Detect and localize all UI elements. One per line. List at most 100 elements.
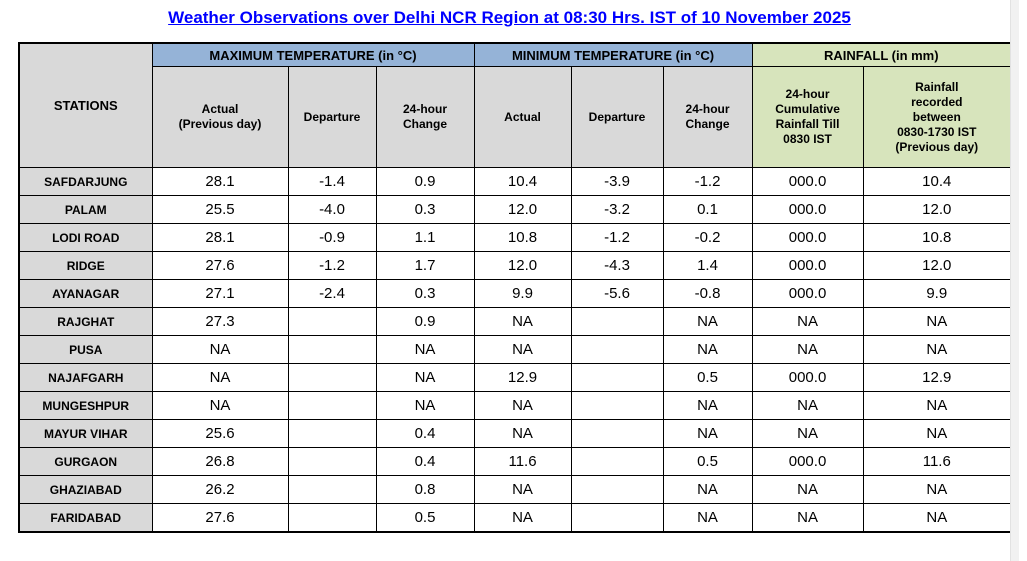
cell-max-departure bbox=[287, 475, 377, 504]
cell-rain-cumulative: NA bbox=[751, 503, 864, 533]
cell-min-change: NA bbox=[662, 503, 753, 533]
cell-max-actual: 25.5 bbox=[151, 195, 289, 224]
max-departure-header: Departure bbox=[287, 66, 377, 168]
cell-min-actual: 9.9 bbox=[473, 279, 572, 308]
station-row: GURGAON 26.8 0.4 11.6 0.5 000.0 11.6 bbox=[18, 447, 1012, 476]
cell-min-change: NA bbox=[662, 419, 753, 448]
cell-rain-recorded: NA bbox=[862, 475, 1012, 504]
cell-max-actual: 28.1 bbox=[151, 223, 289, 252]
page-title: Weather Observations over Delhi NCR Regi… bbox=[168, 8, 851, 27]
cell-max-change: 0.8 bbox=[375, 475, 475, 504]
cell-max-departure bbox=[287, 391, 377, 420]
cell-max-change: 0.3 bbox=[375, 279, 475, 308]
cell-rain-cumulative: 000.0 bbox=[751, 251, 864, 280]
cell-max-change: NA bbox=[375, 363, 475, 392]
cell-min-departure: -3.2 bbox=[570, 195, 664, 224]
station-name: PUSA bbox=[18, 335, 153, 364]
cell-min-departure bbox=[570, 419, 664, 448]
cell-rain-cumulative: NA bbox=[751, 391, 864, 420]
cell-min-actual: NA bbox=[473, 503, 572, 533]
station-name: LODI ROAD bbox=[18, 223, 153, 252]
cell-min-departure bbox=[570, 503, 664, 533]
station-name: SAFDARJUNG bbox=[18, 167, 153, 196]
cell-max-departure bbox=[287, 363, 377, 392]
cell-rain-recorded: NA bbox=[862, 335, 1012, 364]
cell-max-change: 0.4 bbox=[375, 419, 475, 448]
cell-rain-cumulative: NA bbox=[751, 307, 864, 336]
stations-column-header: STATIONS bbox=[18, 42, 153, 168]
weather-observations-table: STATIONS MAXIMUM TEMPERATURE (in °C) MIN… bbox=[18, 42, 1013, 533]
cell-max-actual: NA bbox=[151, 335, 289, 364]
group-header-row: STATIONS MAXIMUM TEMPERATURE (in °C) MIN… bbox=[18, 42, 1012, 168]
cell-min-departure bbox=[570, 475, 664, 504]
cell-max-departure bbox=[287, 307, 377, 336]
cell-max-departure: -4.0 bbox=[287, 195, 377, 224]
cell-max-actual: 27.6 bbox=[151, 503, 289, 533]
station-name: FARIDABAD bbox=[18, 503, 153, 533]
cell-rain-recorded: NA bbox=[862, 419, 1012, 448]
cell-max-actual: 27.6 bbox=[151, 251, 289, 280]
cell-min-actual: 12.9 bbox=[473, 363, 572, 392]
cell-max-change: 1.1 bbox=[375, 223, 475, 252]
cell-min-actual: NA bbox=[473, 335, 572, 364]
station-name: NAJAFGARH bbox=[18, 363, 153, 392]
cell-max-departure bbox=[287, 503, 377, 533]
cell-max-change: 0.5 bbox=[375, 503, 475, 533]
station-row: FARIDABAD 27.6 0.5 NA NA NA NA bbox=[18, 503, 1012, 533]
cell-rain-recorded: 12.0 bbox=[862, 195, 1012, 224]
cell-min-actual: NA bbox=[473, 475, 572, 504]
cell-rain-cumulative: NA bbox=[751, 419, 864, 448]
cell-rain-recorded: 10.4 bbox=[862, 167, 1012, 196]
max-actual-header: Actual (Previous day) bbox=[151, 66, 289, 168]
station-row: MUNGESHPUR NA NA NA NA NA NA bbox=[18, 391, 1012, 420]
cell-rain-cumulative: 000.0 bbox=[751, 167, 864, 196]
cell-max-actual: 28.1 bbox=[151, 167, 289, 196]
cell-rain-recorded: 12.0 bbox=[862, 251, 1012, 280]
vertical-scrollbar[interactable] bbox=[1010, 0, 1019, 561]
cell-rain-recorded: NA bbox=[862, 307, 1012, 336]
cell-min-actual: 10.4 bbox=[473, 167, 572, 196]
cell-min-actual: 12.0 bbox=[473, 251, 572, 280]
rainfall-group-header: RAINFALL (in mm) bbox=[751, 42, 1012, 67]
rain-cumulative-header: 24-hour Cumulative Rainfall Till 0830 IS… bbox=[751, 66, 864, 168]
cell-max-departure bbox=[287, 447, 377, 476]
cell-rain-recorded: NA bbox=[862, 391, 1012, 420]
station-name: RIDGE bbox=[18, 251, 153, 280]
cell-min-departure: -4.3 bbox=[570, 251, 664, 280]
cell-max-departure bbox=[287, 335, 377, 364]
cell-max-change: 0.3 bbox=[375, 195, 475, 224]
cell-max-change: NA bbox=[375, 391, 475, 420]
cell-rain-recorded: 12.9 bbox=[862, 363, 1012, 392]
sub-header-row: Actual (Previous day) Departure 24-hour … bbox=[19, 66, 1012, 168]
cell-min-change: -0.2 bbox=[662, 223, 753, 252]
station-row: NAJAFGARH NA NA 12.9 0.5 000.0 12.9 bbox=[18, 363, 1012, 392]
cell-rain-cumulative: 000.0 bbox=[751, 279, 864, 308]
cell-max-actual: 26.8 bbox=[151, 447, 289, 476]
max-temperature-group-header: MAXIMUM TEMPERATURE (in °C) bbox=[151, 42, 475, 67]
cell-rain-recorded: NA bbox=[862, 503, 1012, 533]
rain-recorded-header: Rainfall recorded between 0830-1730 IST … bbox=[862, 66, 1012, 168]
station-row: AYANAGAR 27.1 -2.4 0.3 9.9 -5.6 -0.8 000.0 9.9 bbox=[18, 279, 1012, 308]
cell-min-actual: 10.8 bbox=[473, 223, 572, 252]
cell-rain-cumulative: 000.0 bbox=[751, 195, 864, 224]
cell-max-departure bbox=[287, 419, 377, 448]
cell-rain-cumulative: 000.0 bbox=[751, 363, 864, 392]
cell-min-departure bbox=[570, 335, 664, 364]
min-temperature-group-header: MINIMUM TEMPERATURE (in °C) bbox=[473, 42, 753, 67]
table-body: SAFDARJUNG 28.1 -1.4 0.9 10.4 -3.9 -1.2 000.0 10… bbox=[18, 167, 1012, 533]
cell-min-actual: NA bbox=[473, 307, 572, 336]
cell-max-change: NA bbox=[375, 335, 475, 364]
cell-min-change: 1.4 bbox=[662, 251, 753, 280]
cell-max-change: 0.9 bbox=[375, 307, 475, 336]
station-row: MAYUR VIHAR 25.6 0.4 NA NA NA NA bbox=[18, 419, 1012, 448]
station-row: LODI ROAD 28.1 -0.9 1.1 10.8 -1.2 -0.2 000.0 10.… bbox=[18, 223, 1012, 252]
cell-max-departure: -1.4 bbox=[287, 167, 377, 196]
station-row: GHAZIABAD 26.2 0.8 NA NA NA NA bbox=[18, 475, 1012, 504]
station-name: AYANAGAR bbox=[18, 279, 153, 308]
min-24h-change-header: 24-hour Change bbox=[662, 66, 753, 168]
cell-min-actual: NA bbox=[473, 419, 572, 448]
cell-max-actual: 25.6 bbox=[151, 419, 289, 448]
cell-max-actual: NA bbox=[151, 391, 289, 420]
cell-min-change: NA bbox=[662, 475, 753, 504]
cell-min-change: NA bbox=[662, 391, 753, 420]
